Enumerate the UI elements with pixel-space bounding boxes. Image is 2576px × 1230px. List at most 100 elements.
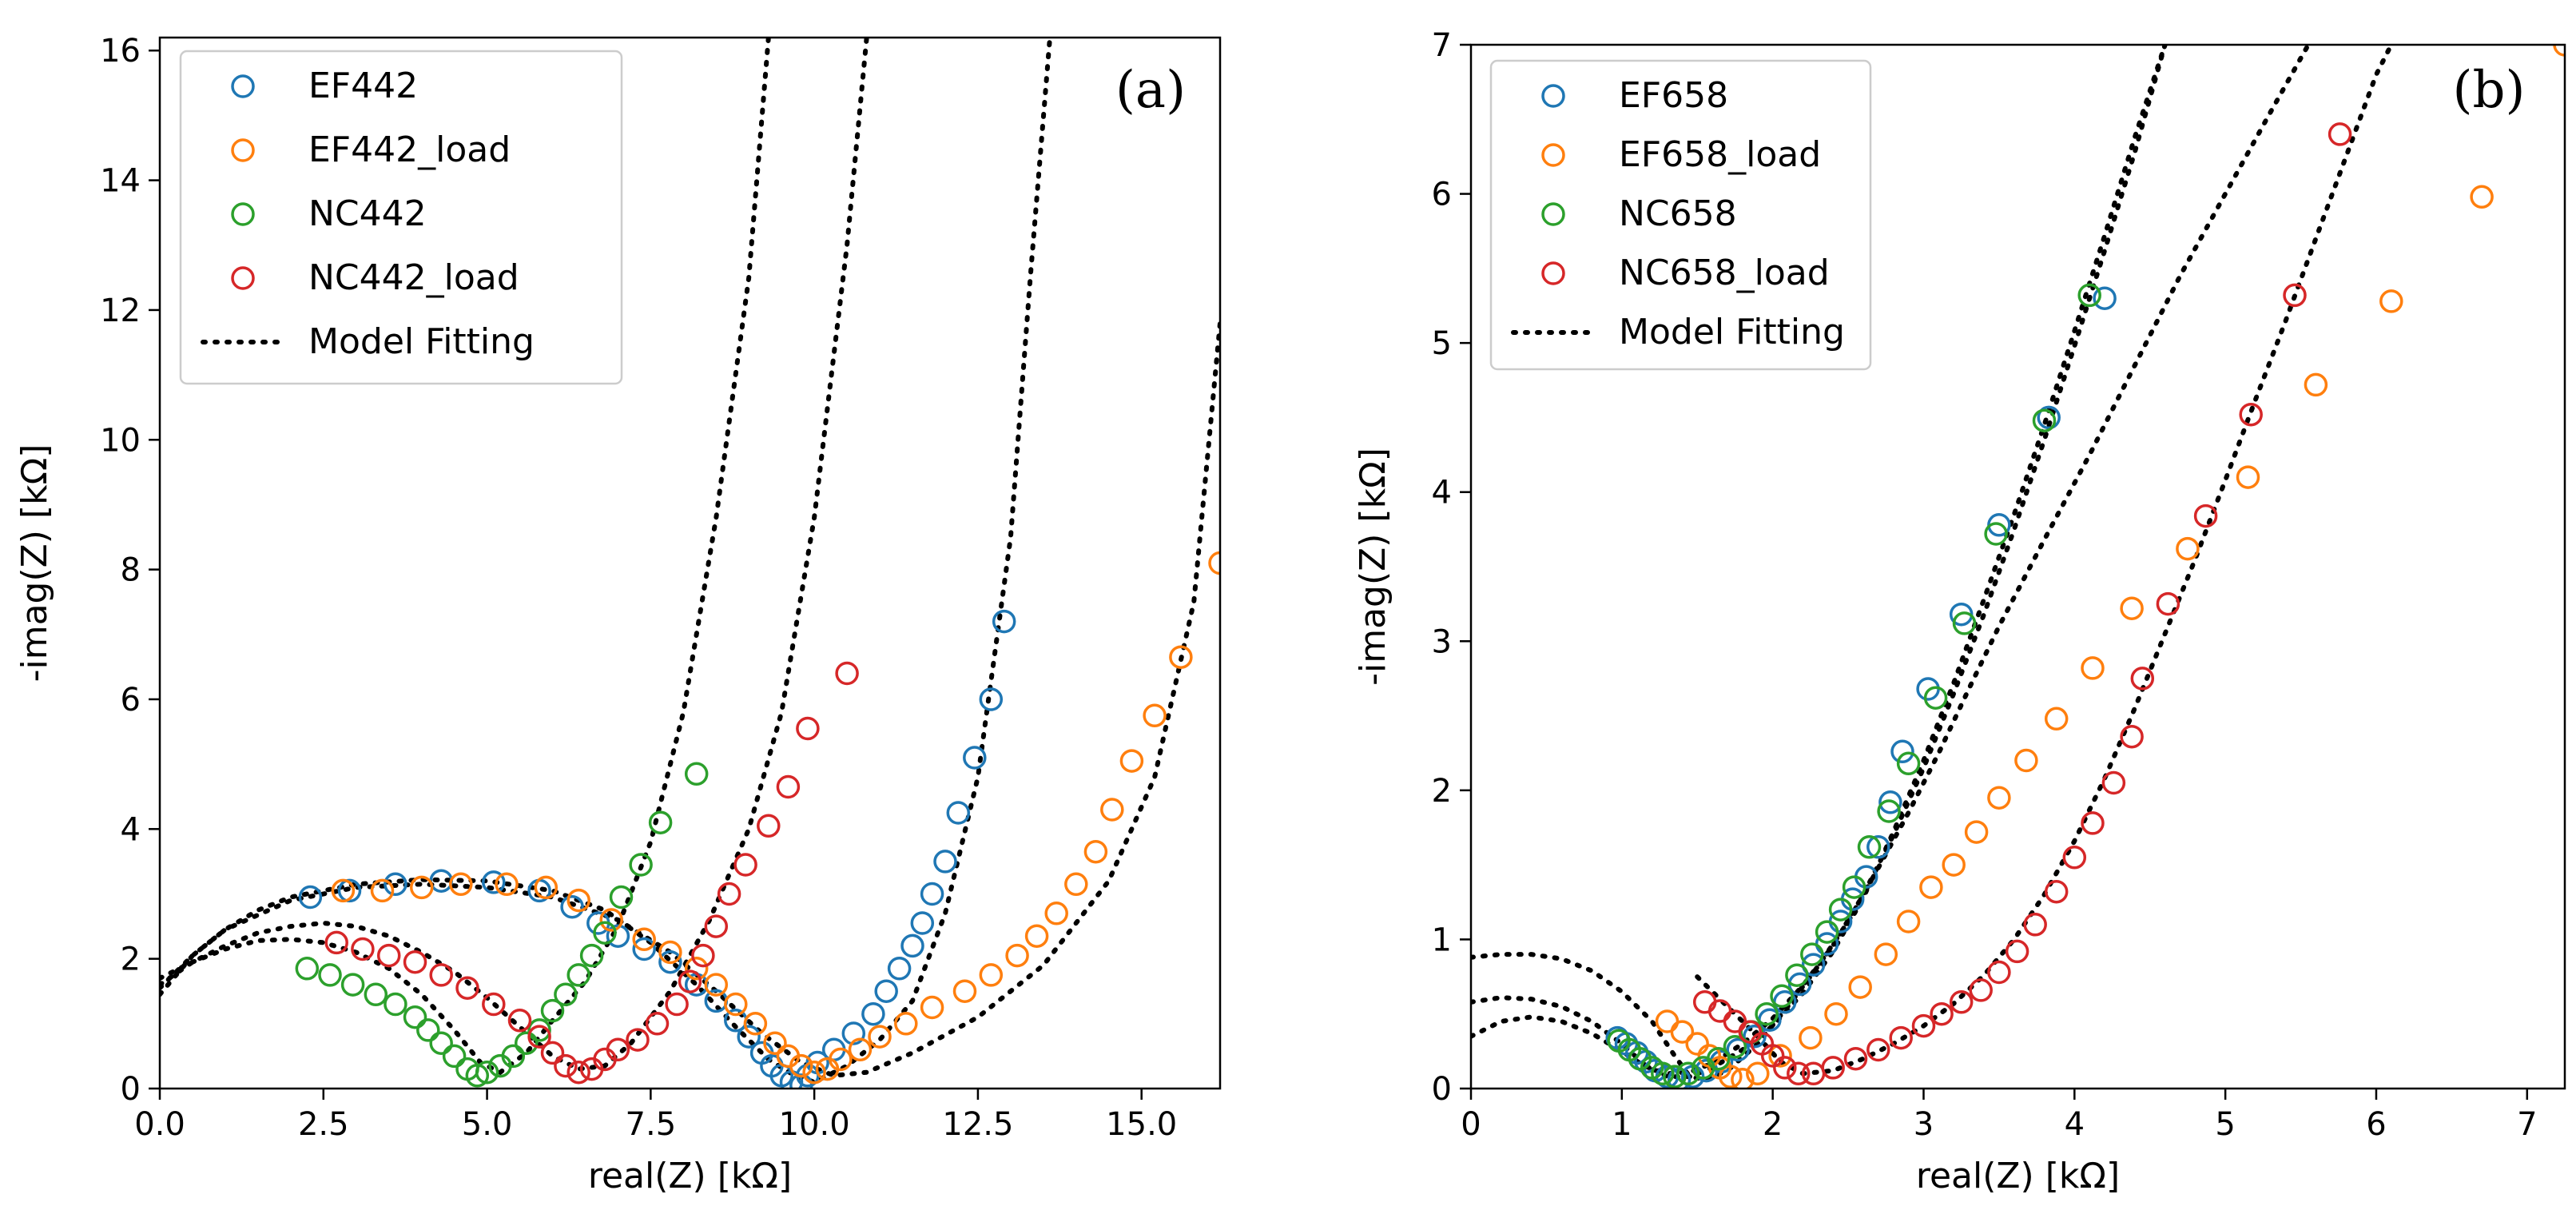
legend-entry-label: NC442 bbox=[308, 193, 427, 234]
x-tick-label: 7 bbox=[2517, 1106, 2537, 1143]
plot-frame bbox=[158, 36, 1222, 1090]
series-nc442_load bbox=[324, 661, 859, 1085]
panel-a: 0.0 2.5 5.0 7.5 10.0 12.5 15.0 0 2 4 6 8 10 12 14 16 rea… bbox=[14, 33, 1222, 1196]
data-point bbox=[1760, 1044, 1785, 1068]
data-point bbox=[1768, 1044, 1792, 1068]
data-point bbox=[324, 930, 348, 955]
x-tick-label: 5 bbox=[2215, 1106, 2235, 1143]
data-point bbox=[1663, 1065, 1687, 1089]
data-point bbox=[1719, 1065, 1743, 1089]
legend-entry-label: Model Fitting bbox=[308, 321, 535, 362]
data-point bbox=[1987, 786, 2011, 810]
data-point bbox=[1824, 1001, 1848, 1026]
data-point bbox=[534, 875, 559, 900]
data-point bbox=[1208, 551, 1220, 575]
data-point bbox=[645, 1012, 670, 1036]
legend-marker bbox=[1541, 261, 1565, 285]
data-point bbox=[1723, 1035, 1747, 1059]
data-point bbox=[1866, 1037, 1890, 1062]
data-point bbox=[579, 943, 604, 968]
data-point bbox=[678, 969, 702, 993]
x-tick-label: 7.5 bbox=[626, 1106, 677, 1143]
y-axis-label: -imag(Z) [kΩ] bbox=[14, 444, 55, 683]
data-point bbox=[861, 1001, 885, 1026]
data-point bbox=[606, 924, 630, 948]
legend-marker bbox=[1541, 143, 1565, 167]
legend-box bbox=[179, 50, 623, 385]
data-point bbox=[920, 882, 944, 906]
data-point bbox=[1842, 875, 1866, 899]
data-point bbox=[684, 762, 709, 786]
data-point bbox=[1815, 920, 1839, 944]
data-point bbox=[802, 1060, 826, 1085]
data-point bbox=[599, 908, 623, 932]
data-point bbox=[514, 1031, 539, 1055]
data-point bbox=[416, 1018, 440, 1042]
data-point bbox=[684, 957, 709, 981]
legend-entry-label: NC442_load bbox=[308, 257, 519, 298]
data-point bbox=[743, 1012, 768, 1036]
data-point bbox=[1987, 960, 2011, 985]
data-point bbox=[2120, 724, 2144, 749]
x-tick-label: 6 bbox=[2366, 1106, 2386, 1143]
data-point bbox=[449, 872, 473, 897]
series-ef658 bbox=[1605, 286, 2117, 1089]
data-point bbox=[1896, 751, 1921, 776]
data-point bbox=[1821, 1056, 1845, 1080]
x-tick-label: 0.0 bbox=[134, 1106, 185, 1143]
data-point bbox=[1930, 1001, 1954, 1026]
x-tick-label: 0 bbox=[1461, 1106, 1481, 1143]
legend-entry-label: NC658_load bbox=[1619, 253, 1830, 293]
data-point bbox=[1755, 1001, 1779, 1026]
data-point bbox=[2077, 283, 2101, 308]
data-point bbox=[566, 1060, 590, 1085]
data-point bbox=[789, 1053, 813, 1078]
data-point bbox=[2101, 770, 2126, 795]
data-point bbox=[632, 927, 656, 952]
data-point bbox=[370, 878, 395, 903]
data-point bbox=[507, 1009, 532, 1033]
data-point bbox=[566, 888, 590, 913]
legend-marker bbox=[231, 266, 255, 290]
y-tick-label: 6 bbox=[1432, 177, 1452, 213]
data-point bbox=[1143, 703, 1167, 728]
data-point bbox=[933, 850, 957, 874]
data-point bbox=[403, 1005, 427, 1029]
data-point bbox=[1083, 839, 1108, 864]
series-ef442_load bbox=[331, 551, 1220, 1085]
data-point bbox=[1952, 611, 1977, 635]
data-point bbox=[829, 1047, 853, 1072]
data-point bbox=[409, 875, 434, 900]
y-tick-label: 3 bbox=[1432, 623, 1452, 660]
series-nc658 bbox=[1607, 283, 2101, 1089]
data-point bbox=[1911, 1013, 1936, 1038]
data-point bbox=[318, 963, 342, 987]
data-point bbox=[1942, 853, 1966, 877]
data-point bbox=[1843, 1046, 1868, 1071]
data-point bbox=[1024, 924, 1049, 948]
data-point bbox=[1866, 835, 1890, 859]
data-point bbox=[475, 1060, 499, 1085]
plot-frame bbox=[1469, 43, 2566, 1090]
data-point bbox=[1848, 975, 1872, 999]
data-point bbox=[626, 1028, 650, 1052]
data-point bbox=[1770, 984, 1794, 1009]
y-tick-label: 6 bbox=[121, 682, 141, 718]
model-fit-curve bbox=[1471, 45, 2311, 1082]
x-tick-label: 12.5 bbox=[942, 1106, 1013, 1143]
data-point bbox=[465, 1064, 490, 1088]
legend-entry-label: EF442 bbox=[308, 66, 418, 106]
legend-marker bbox=[231, 202, 255, 226]
data-point bbox=[1743, 1024, 1767, 1049]
data-point bbox=[841, 1021, 866, 1045]
y-tick-label: 1 bbox=[1432, 922, 1452, 958]
data-point bbox=[2156, 591, 2180, 616]
data-point bbox=[1706, 1046, 1731, 1071]
legend-entry-label: EF658 bbox=[1619, 75, 1728, 116]
data-point bbox=[2130, 667, 2155, 691]
data-point bbox=[776, 774, 801, 799]
data-point bbox=[1874, 942, 1898, 966]
data-point bbox=[1773, 1056, 1797, 1080]
x-tick-label: 15.0 bbox=[1106, 1106, 1177, 1143]
